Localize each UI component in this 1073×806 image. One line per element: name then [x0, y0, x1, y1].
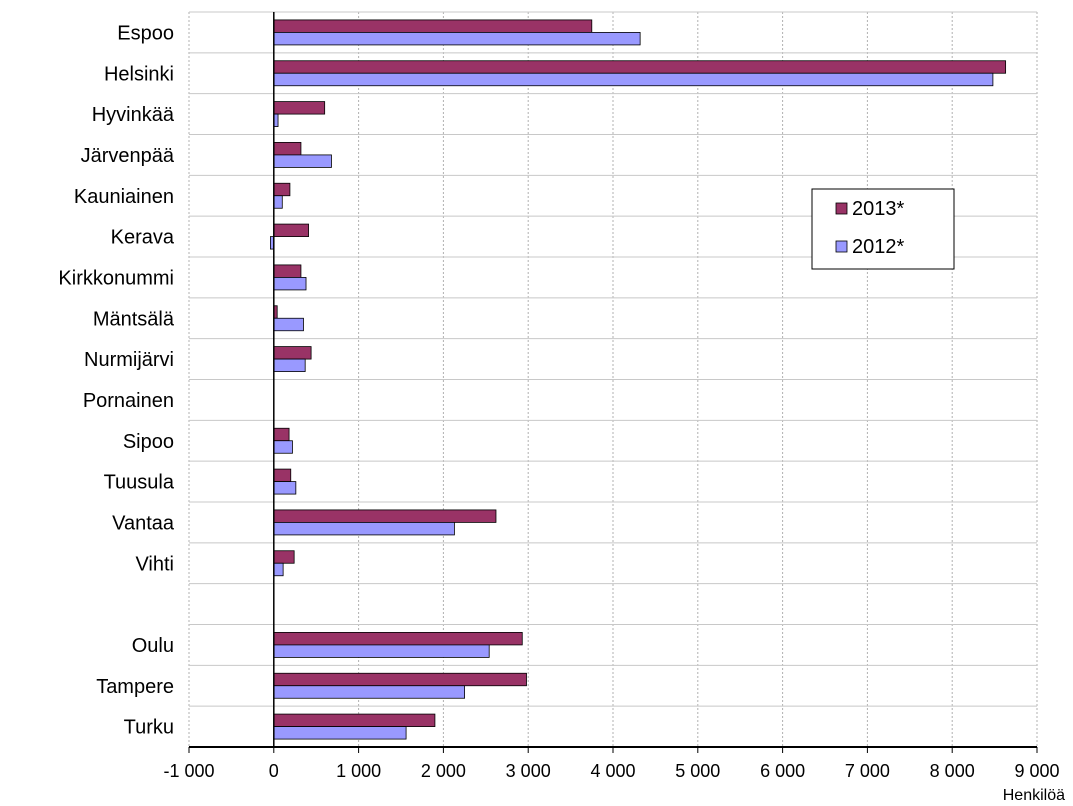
category-label: Kirkkonummi	[58, 267, 174, 289]
bar-2012-oulu	[273, 644, 490, 658]
x-tick-label: 6 000	[760, 761, 805, 781]
bar-2013-kerava	[273, 223, 309, 237]
legend-box	[811, 188, 955, 270]
bar-2013-kauniainen	[273, 182, 291, 197]
category-label: Nurmijärvi	[84, 349, 174, 371]
bar-2013-espoo	[273, 19, 593, 33]
x-tick-label: 4 000	[590, 761, 635, 781]
bar-2013-tampere	[273, 672, 527, 687]
bar-2013-sipoo	[273, 427, 290, 442]
x-tick-label: 8 000	[930, 761, 975, 781]
bar-2012-vantaa	[273, 522, 455, 536]
bar-2013-kirkkonummi	[273, 264, 302, 278]
x-tick-label: 2 000	[421, 761, 466, 781]
legend-label-2013: 2013*	[852, 198, 904, 220]
legend-label-2012: 2012*	[852, 236, 904, 258]
bar-2013-nurmijärvi	[273, 346, 312, 360]
bar-2012-sipoo	[273, 440, 293, 454]
category-label: Tuusula	[104, 472, 175, 494]
bar-2012-espoo	[273, 32, 641, 46]
category-label: Tampere	[96, 676, 174, 698]
bar-2012-tampere	[273, 685, 465, 699]
x-tick-label: 7 000	[845, 761, 890, 781]
x-tick-label: 1 000	[336, 761, 381, 781]
category-label: Helsinki	[104, 63, 174, 85]
bar-2012-vihti	[273, 562, 284, 577]
bar-2013-oulu	[273, 632, 523, 646]
bar-2013-järvenpää	[273, 142, 302, 156]
axes-layer	[188, 12, 1038, 753]
bar-2013-vihti	[273, 550, 295, 564]
bar-2012-tuusula	[273, 481, 297, 495]
category-label: Oulu	[132, 635, 174, 657]
bar-2012-turku	[273, 726, 407, 740]
category-label: Mäntsälä	[93, 308, 175, 330]
bar-2012-kirkkonummi	[273, 277, 307, 291]
x-tick-label: -1 000	[163, 761, 214, 781]
category-label: Pornainen	[83, 390, 174, 412]
legend: 2013* 2012*	[811, 188, 955, 270]
category-label: Hyvinkää	[92, 104, 175, 126]
x-tick-label: 0	[269, 761, 279, 781]
bar-2012-nurmijärvi	[273, 358, 306, 372]
bar-2013-tuusula	[273, 468, 292, 482]
category-label: Turku	[124, 717, 174, 739]
legend-swatch-2012	[835, 240, 848, 253]
legend-swatch-2013	[835, 202, 848, 215]
category-label: Järvenpää	[81, 145, 175, 167]
category-label: Kauniainen	[74, 186, 174, 208]
category-label: Espoo	[117, 22, 174, 44]
x-axis-unit-label: Henkilöä	[1003, 787, 1065, 804]
category-label: Vihti	[135, 553, 174, 575]
x-tick-label: 5 000	[675, 761, 720, 781]
labels-layer: Espoo Helsinki Hyvinkää Järvenpää Kauniainen…	[58, 22, 1059, 781]
bar-2012-helsinki	[273, 72, 994, 87]
x-tick-label: 9 000	[1014, 761, 1059, 781]
category-label: Vantaa	[112, 512, 175, 534]
bar-2012-järvenpää	[273, 154, 332, 168]
bar-2013-hyvinkää	[273, 101, 326, 115]
category-label: Sipoo	[123, 431, 174, 453]
category-label: Kerava	[111, 227, 175, 249]
bar-2013-turku	[273, 713, 436, 727]
bar-2013-vantaa	[273, 509, 497, 523]
bar-2012-mäntsälä	[273, 317, 304, 332]
bar-2012-kauniainen	[273, 195, 283, 209]
x-tick-label: 3 000	[506, 761, 551, 781]
bars-layer	[270, 19, 1007, 740]
bar-2013-helsinki	[273, 60, 1007, 74]
